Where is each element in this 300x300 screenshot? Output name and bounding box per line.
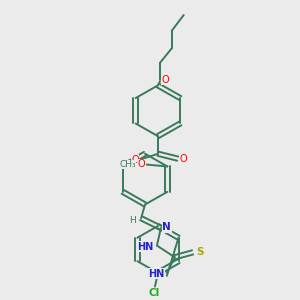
Text: O: O — [131, 154, 139, 165]
Text: HN: HN — [137, 242, 153, 251]
Text: N: N — [163, 222, 171, 232]
Text: Cl: Cl — [148, 288, 160, 298]
Text: O: O — [138, 160, 146, 170]
Text: O: O — [180, 154, 188, 164]
Text: H: H — [129, 216, 136, 225]
Text: CH₃: CH₃ — [119, 160, 136, 169]
Text: O: O — [161, 74, 169, 85]
Text: HN: HN — [148, 269, 164, 279]
Text: S: S — [196, 248, 203, 257]
